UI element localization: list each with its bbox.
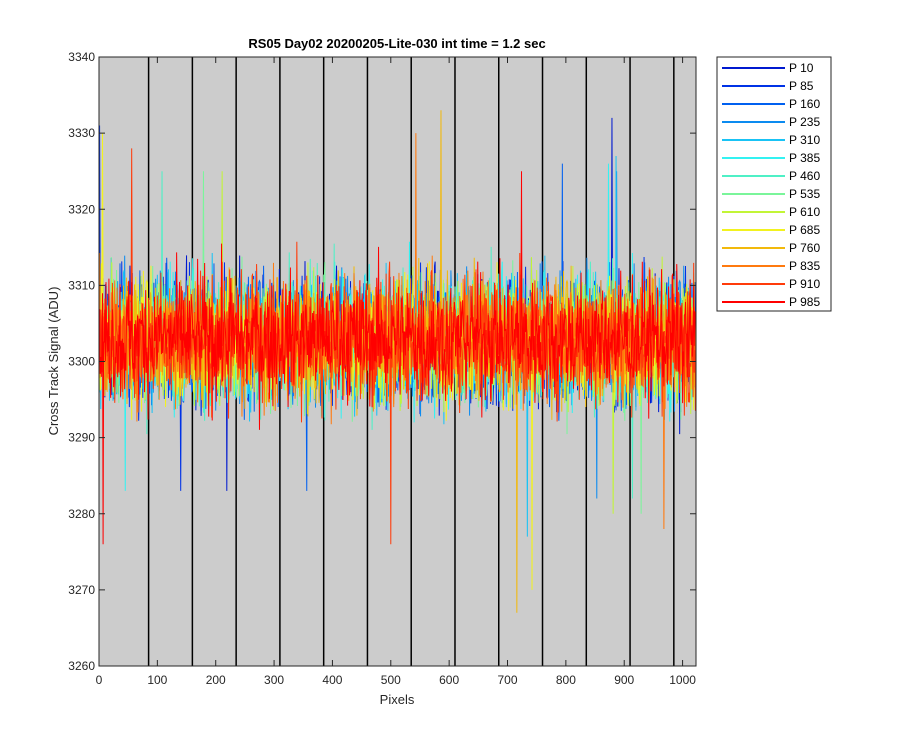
- legend-box: [716, 56, 832, 312]
- series-layer: [98, 110, 697, 613]
- x-tick-label: 700: [497, 673, 517, 687]
- y-tick-label: 3270: [68, 583, 95, 597]
- y-tick-label: 3290: [68, 431, 95, 445]
- x-tick-label: 800: [556, 673, 576, 687]
- y-tick-label: 3340: [68, 50, 95, 64]
- legend-label: P 235: [789, 115, 820, 129]
- x-tick-label: 900: [614, 673, 634, 687]
- x-axis: 0 100 200 300 400 500 600 700 800 900 1000: [96, 57, 696, 687]
- y-tick-label: 3300: [68, 355, 95, 369]
- x-tick-label: 400: [322, 673, 342, 687]
- legend-label: P 610: [789, 205, 820, 219]
- legend-label: P 385: [789, 151, 820, 165]
- x-tick-label: 500: [381, 673, 401, 687]
- legend-label: P 910: [789, 277, 820, 291]
- chart-title: RS05 Day02 20200205-Lite-030 int time = …: [248, 36, 545, 51]
- legend-label: P 835: [789, 259, 820, 273]
- legend-label: P 85: [789, 79, 814, 93]
- x-tick-label: 1000: [669, 673, 696, 687]
- y-tick-label: 3260: [68, 659, 95, 673]
- y-tick-label: 3320: [68, 202, 95, 216]
- legend-label: P 760: [789, 241, 820, 255]
- x-tick-label: 0: [96, 673, 103, 687]
- legend: P 10 P 85 P 160 P 235 P 310 P 385 P 460 P 535 P …: [716, 56, 832, 312]
- legend-label: P 310: [789, 133, 820, 147]
- x-tick-label: 300: [264, 673, 284, 687]
- x-tick-label: 600: [439, 673, 459, 687]
- y-tick-label: 3280: [68, 507, 95, 521]
- y-axis-label: Cross Track Signal (ADU): [46, 287, 61, 436]
- legend-label: P 685: [789, 223, 820, 237]
- y-tick-label: 3310: [68, 278, 95, 292]
- y-tick-label: 3330: [68, 126, 95, 140]
- y-axis: 3260 3270 3280 3290 3300 3310 3320 3330 3340: [68, 50, 696, 673]
- x-tick-label: 200: [206, 673, 226, 687]
- legend-label: P 535: [789, 187, 820, 201]
- legend-label: P 460: [789, 169, 820, 183]
- legend-label: P 985: [789, 295, 820, 309]
- x-tick-label: 100: [147, 673, 167, 687]
- legend-label: P 10: [789, 61, 814, 75]
- x-axis-label: Pixels: [380, 692, 415, 707]
- legend-label: P 160: [789, 97, 820, 111]
- series-line: [98, 171, 697, 545]
